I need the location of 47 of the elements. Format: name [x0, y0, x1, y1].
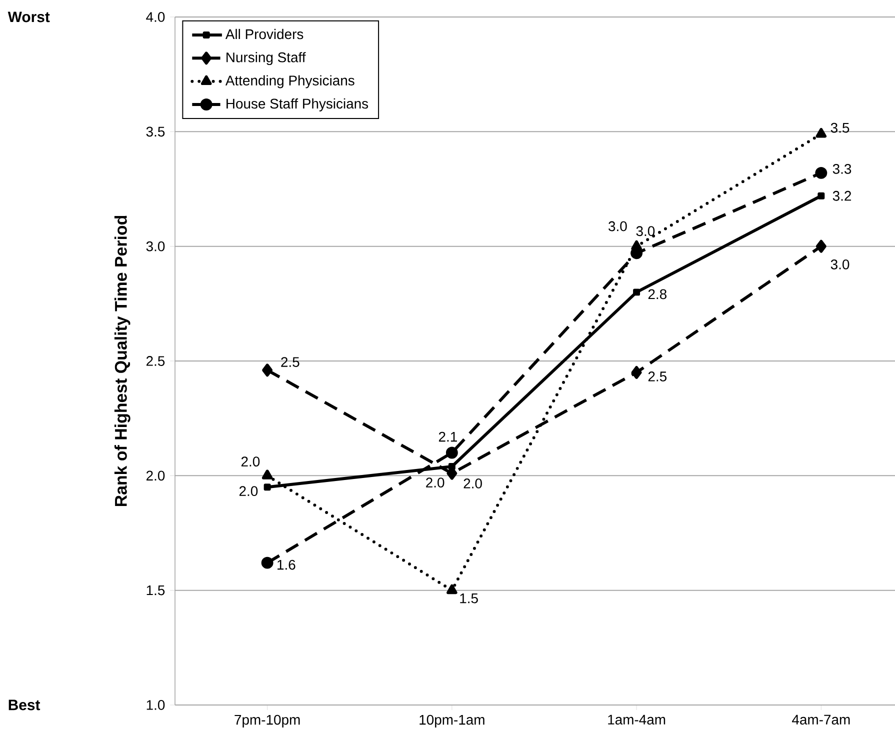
y-tick-label: 2.5 [146, 356, 165, 366]
point [633, 288, 640, 296]
y-tick-label: 2.0 [146, 470, 165, 481]
data-label: 3.0 [608, 221, 627, 232]
point [446, 584, 458, 594]
data-label: 1.5 [460, 594, 478, 604]
point [261, 556, 274, 569]
data-label: 2.1 [438, 432, 457, 442]
data-label: 3.2 [832, 190, 852, 201]
point [262, 364, 273, 377]
legend-label: All Providers [225, 28, 304, 40]
x-tick-label: 4am-7am [792, 714, 850, 725]
data-label: 2.0 [241, 456, 260, 467]
data-label: 2.5 [281, 357, 300, 367]
point [448, 463, 456, 470]
data-label: 3.0 [830, 259, 850, 270]
legend-label: House Staff Physicians [226, 98, 368, 112]
y-tick-label: 3.0 [146, 241, 165, 252]
data-label: 3.0 [636, 226, 655, 236]
data-label: 3.5 [830, 122, 850, 133]
y-tick-label: 4.0 [146, 12, 165, 22]
legend-label: Attending Physicians [225, 75, 354, 88]
point [815, 166, 828, 179]
y-axis-title: Rank of Highest Quality Time Period [114, 216, 130, 506]
y-tick-label: 1.0 [146, 700, 165, 710]
x-tick-label: 7pm-10pm [234, 714, 300, 728]
data-label: 2.0 [464, 478, 482, 488]
point [816, 128, 827, 138]
point [816, 240, 826, 253]
legend-label: Nursing Staff [226, 52, 306, 66]
x-tick-label: 1am-4am [608, 714, 666, 725]
x-tick-label: 10pm-1am [420, 714, 484, 728]
data-label: 2.0 [426, 478, 444, 488]
y-tick-label: 3.5 [146, 126, 165, 137]
point [262, 470, 273, 480]
point [264, 484, 271, 491]
data-label: 2.5 [648, 372, 667, 382]
y-tick-label: 1.5 [146, 585, 165, 596]
text: Best [8, 700, 40, 710]
data-label: 3.3 [832, 164, 852, 174]
text: Worst [8, 12, 50, 22]
point [818, 192, 825, 200]
data-label: 2.0 [239, 486, 258, 496]
data-label: 2.8 [648, 289, 666, 300]
point [631, 366, 642, 379]
data-label: 1.6 [278, 560, 296, 570]
point [446, 446, 458, 459]
